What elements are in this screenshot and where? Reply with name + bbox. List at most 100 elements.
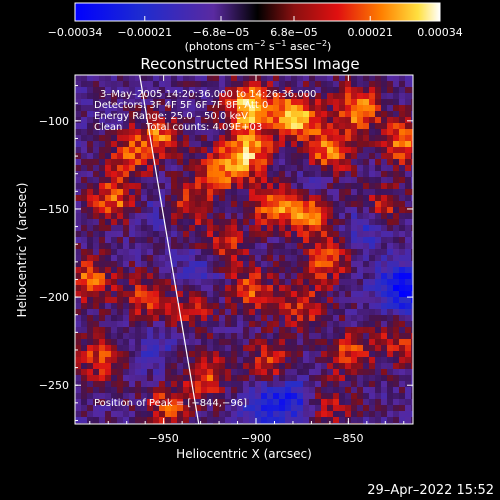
heatmap-cell: [129, 381, 135, 387]
heatmap-cell: [255, 267, 261, 273]
heatmap-cell: [231, 375, 237, 381]
heatmap-cell: [201, 345, 207, 351]
heatmap-cell: [177, 357, 183, 363]
heatmap-cell: [165, 315, 171, 321]
heatmap-cell: [195, 147, 201, 153]
heatmap-cell: [363, 345, 369, 351]
heatmap-cell: [345, 381, 351, 387]
heatmap-cell: [339, 399, 345, 405]
heatmap-cell: [171, 189, 177, 195]
heatmap-cell: [297, 147, 303, 153]
heatmap-cell: [315, 261, 321, 267]
heatmap-cell: [381, 159, 387, 165]
heatmap-cell: [321, 111, 327, 117]
heatmap-cell: [315, 165, 321, 171]
heatmap-cell: [309, 321, 315, 327]
heatmap-cell: [117, 177, 123, 183]
heatmap-cell: [177, 279, 183, 285]
heatmap-cell: [381, 135, 387, 141]
heatmap-cell: [285, 249, 291, 255]
heatmap-cell: [411, 315, 413, 321]
heatmap-cell: [159, 87, 165, 93]
heatmap-cell: [375, 231, 381, 237]
heatmap-cell: [357, 339, 363, 345]
x-axis-ticks: −950 −900 −850: [89, 75, 405, 445]
heatmap-cell: [297, 159, 303, 165]
heatmap-cell: [411, 81, 413, 87]
heatmap-cell: [189, 333, 195, 339]
heatmap-cell: [189, 393, 195, 399]
heatmap-cell: [225, 75, 231, 81]
heatmap-cell: [369, 165, 375, 171]
heatmap-cell: [87, 381, 93, 387]
annotation-counts: Total counts: 4.09E+03: [145, 122, 262, 133]
heatmap-cell: [393, 135, 399, 141]
heatmap-cell: [123, 369, 129, 375]
heatmap-cell: [225, 399, 231, 405]
heatmap-cell: [345, 147, 351, 153]
heatmap-cell: [333, 231, 339, 237]
heatmap-cell: [243, 303, 249, 309]
heatmap-cell: [129, 321, 135, 327]
heatmap-cell: [375, 273, 381, 279]
heatmap-cell: [153, 237, 159, 243]
heatmap-cell: [261, 279, 267, 285]
heatmap-cell: [387, 165, 393, 171]
heatmap-cell: [165, 195, 171, 201]
heatmap-cell: [135, 213, 141, 219]
heatmap-cell: [357, 309, 363, 315]
heatmap-cell: [207, 117, 213, 123]
heatmap-cell: [81, 105, 87, 111]
heatmap-cell: [141, 285, 147, 291]
heatmap-cell: [315, 345, 321, 351]
heatmap-cell: [399, 411, 405, 417]
heatmap-cell: [165, 231, 171, 237]
heatmap-cell: [303, 87, 309, 93]
heatmap-cell: [273, 381, 279, 387]
heatmap-cell: [249, 261, 255, 267]
heatmap-cell: [321, 207, 327, 213]
heatmap-cell: [243, 309, 249, 315]
heatmap-cell: [219, 177, 225, 183]
heatmap-cell: [99, 273, 105, 279]
heatmap-cell: [387, 381, 393, 387]
heatmap-cell: [267, 273, 273, 279]
heatmap-cell: [267, 369, 273, 375]
heatmap-cell: [201, 339, 207, 345]
heatmap-cell: [339, 207, 345, 213]
heatmap-cell: [321, 273, 327, 279]
heatmap-cell: [285, 309, 291, 315]
heatmap-cell: [135, 225, 141, 231]
heatmap-cell: [147, 351, 153, 357]
heatmap-cell: [99, 237, 105, 243]
heatmap-cell: [159, 237, 165, 243]
heatmap-cell: [309, 279, 315, 285]
heatmap-cell: [309, 75, 315, 81]
heatmap-cell: [267, 333, 273, 339]
heatmap-cell: [93, 285, 99, 291]
heatmap-cell: [141, 297, 147, 303]
heatmap-cell: [285, 345, 291, 351]
heatmap-cell: [141, 135, 147, 141]
heatmap-cell: [387, 159, 393, 165]
heatmap-cell: [339, 267, 345, 273]
heatmap-cell: [159, 117, 165, 123]
heatmap-cell: [165, 333, 171, 339]
heatmap-cell: [345, 219, 351, 225]
heatmap-cell: [375, 381, 381, 387]
heatmap-cell: [333, 345, 339, 351]
heatmap-cell: [225, 135, 231, 141]
heatmap-cell: [237, 93, 243, 99]
heatmap-cell: [141, 153, 147, 159]
heatmap-cell: [339, 123, 345, 129]
heatmap-cell: [291, 141, 297, 147]
heatmap-cell: [255, 417, 261, 423]
heatmap-cell: [399, 321, 405, 327]
heatmap-cell: [357, 351, 363, 357]
heatmap-cell: [123, 381, 129, 387]
heatmap-cell: [255, 399, 261, 405]
heatmap-cell: [147, 129, 153, 135]
heatmap-cell: [339, 135, 345, 141]
heatmap-cell: [123, 201, 129, 207]
heatmap-cell: [381, 411, 387, 417]
